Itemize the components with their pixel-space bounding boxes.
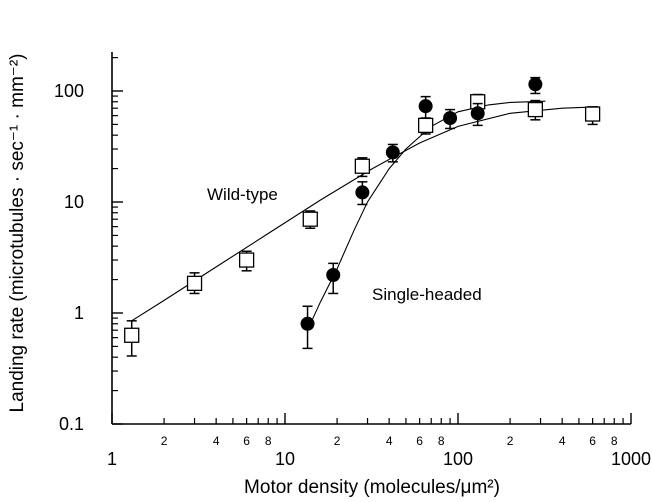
data-point-wild-type	[124, 327, 140, 343]
axes: 1 10 100 1000 2 4 6 8 2 4 6 8 2 4 6 8 0.1 1 10 100	[54, 52, 651, 469]
y-tick-label: 100	[54, 81, 84, 101]
x-minor-tick-label: 4	[559, 434, 566, 448]
y-axis-label: Landing rate (microtubules · sec⁻¹ · mm⁻…	[7, 54, 28, 413]
x-tick-label: 1	[107, 449, 117, 469]
x-axis-label: Motor density (molecules/μm²)	[244, 477, 500, 498]
x-tick-label: 100	[443, 449, 473, 469]
data-point-wild-type	[354, 158, 371, 174]
x-tick-label: 10	[275, 449, 295, 469]
data-point-single-headed	[418, 99, 433, 114]
annotation-single-headed: Single-headed	[372, 285, 482, 304]
data-point-single-headed	[470, 106, 485, 121]
data-point-single-headed	[326, 267, 341, 282]
data-point-wild-type	[527, 101, 544, 118]
x-minor-tick-label: 4	[386, 434, 393, 448]
x-minor-tick-label: 2	[507, 434, 514, 448]
x-minor-tick-label: 6	[589, 434, 596, 448]
data-point-single-headed	[300, 316, 315, 331]
y-tick-label: 1	[74, 303, 84, 323]
x-minor-tick-label: 2	[334, 434, 341, 448]
data-point-wild-type	[238, 252, 255, 268]
x-minor-tick-label: 8	[438, 434, 445, 448]
x-minor-tick-label: 6	[416, 434, 423, 448]
x-minor-tick-label: 2	[161, 434, 168, 448]
data-point-wild-type	[417, 117, 434, 134]
annotation-wild-type: Wild-type	[207, 185, 278, 204]
fit-curves	[131, 100, 599, 331]
x-minor-tick-label: 4	[213, 434, 220, 448]
y-tick-label: 0.1	[59, 414, 84, 434]
data-point-wild-type	[186, 275, 203, 291]
data-point-single-headed	[355, 185, 370, 200]
data-point-wild-type	[302, 211, 318, 227]
x-tick-label: 1000	[611, 449, 651, 469]
data-marks	[124, 76, 601, 357]
data-point-wild-type	[584, 106, 601, 122]
x-minor-tick-label: 8	[611, 434, 618, 448]
data-point-single-headed	[443, 111, 458, 126]
x-minor-tick-label: 8	[265, 434, 272, 448]
y-tick-label: 10	[64, 192, 84, 212]
data-point-single-headed	[385, 145, 400, 160]
data-point-single-headed	[528, 77, 543, 92]
x-minor-tick-label: 6	[243, 434, 250, 448]
